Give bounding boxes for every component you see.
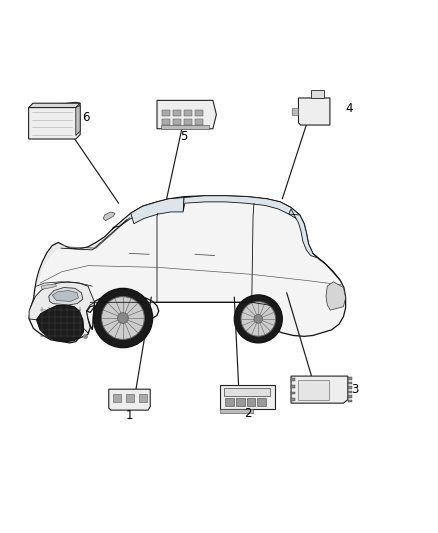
Bar xyxy=(297,379,329,400)
Bar xyxy=(173,110,181,116)
Bar xyxy=(292,108,298,115)
Polygon shape xyxy=(29,196,346,343)
Bar xyxy=(195,119,203,125)
Circle shape xyxy=(241,302,276,336)
Bar xyxy=(220,409,253,413)
Polygon shape xyxy=(49,287,83,305)
Polygon shape xyxy=(109,389,150,410)
Circle shape xyxy=(117,313,128,324)
Bar xyxy=(348,391,352,393)
Bar xyxy=(161,125,208,129)
Circle shape xyxy=(254,314,263,323)
Polygon shape xyxy=(28,102,80,139)
Polygon shape xyxy=(28,103,80,108)
Text: 2: 2 xyxy=(244,407,252,420)
Bar xyxy=(236,398,245,406)
Polygon shape xyxy=(86,297,159,330)
Bar xyxy=(195,110,203,116)
Bar xyxy=(139,394,147,402)
Bar xyxy=(348,386,352,389)
Polygon shape xyxy=(131,198,184,224)
Text: 1: 1 xyxy=(126,409,133,422)
Bar xyxy=(348,400,352,402)
Text: 6: 6 xyxy=(82,111,90,124)
Polygon shape xyxy=(243,301,274,321)
Polygon shape xyxy=(112,200,169,229)
Text: 4: 4 xyxy=(345,101,353,115)
Bar xyxy=(126,394,134,402)
Bar xyxy=(247,398,255,406)
Polygon shape xyxy=(41,284,57,289)
Bar xyxy=(162,110,170,116)
Bar xyxy=(173,119,181,125)
Bar xyxy=(348,395,352,398)
Bar xyxy=(291,398,294,401)
Circle shape xyxy=(93,288,152,348)
Bar xyxy=(257,398,266,406)
Bar xyxy=(224,388,270,395)
Bar xyxy=(291,378,294,381)
Text: 5: 5 xyxy=(180,131,188,143)
Polygon shape xyxy=(220,385,275,409)
Polygon shape xyxy=(298,98,330,125)
Bar xyxy=(348,377,352,379)
Bar xyxy=(184,119,192,125)
Bar xyxy=(225,398,234,406)
Polygon shape xyxy=(326,282,346,310)
Polygon shape xyxy=(157,100,216,129)
Polygon shape xyxy=(289,209,317,258)
Polygon shape xyxy=(103,212,115,221)
Text: 3: 3 xyxy=(352,383,359,396)
Polygon shape xyxy=(183,196,300,220)
Bar xyxy=(348,382,352,384)
Polygon shape xyxy=(311,90,324,98)
Bar xyxy=(184,110,192,116)
Polygon shape xyxy=(291,376,348,403)
Bar xyxy=(113,394,121,402)
Circle shape xyxy=(102,297,145,340)
Polygon shape xyxy=(52,290,78,302)
Bar xyxy=(291,385,294,387)
Bar xyxy=(162,119,170,125)
Polygon shape xyxy=(36,305,84,342)
Circle shape xyxy=(234,295,283,343)
Polygon shape xyxy=(29,282,95,333)
Bar xyxy=(291,392,294,394)
Polygon shape xyxy=(76,106,80,135)
Polygon shape xyxy=(36,214,131,289)
